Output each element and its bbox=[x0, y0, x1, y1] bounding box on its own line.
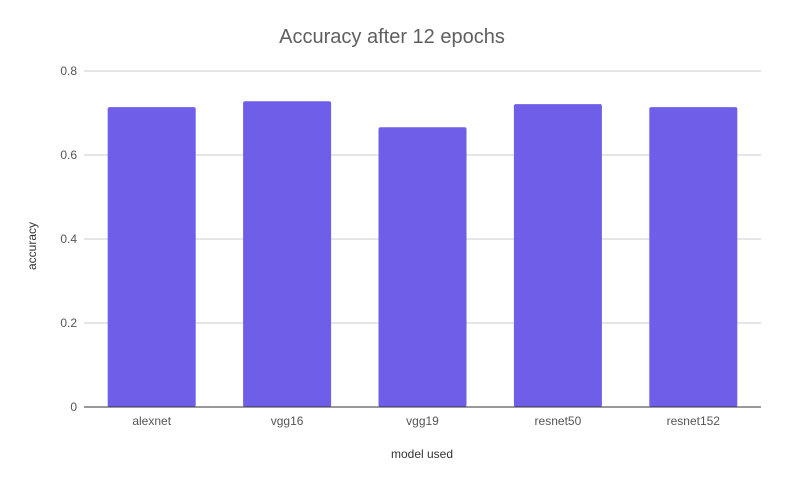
chart-title: Accuracy after 12 epochs bbox=[279, 26, 505, 48]
bar-resnet50 bbox=[513, 104, 602, 408]
x-axis-ticks: alexnet vgg16 vgg19 resnet50 resnet152 bbox=[132, 414, 720, 428]
y-tick-label: 0.6 bbox=[60, 148, 77, 162]
bar-resnet152 bbox=[649, 107, 738, 408]
y-axis-label: accuracy bbox=[25, 222, 39, 270]
bar-alexnet bbox=[107, 107, 196, 408]
x-tick-label: resnet152 bbox=[667, 414, 721, 428]
y-tick-label: 0.2 bbox=[60, 316, 77, 330]
bar-vgg16 bbox=[243, 101, 332, 408]
x-tick-label: vgg16 bbox=[271, 414, 304, 428]
y-axis-ticks: 0 0.2 0.4 0.6 0.8 bbox=[60, 64, 77, 414]
y-tick-label: 0.8 bbox=[60, 64, 77, 78]
y-tick-label: 0 bbox=[70, 400, 77, 414]
y-tick-label: 0.4 bbox=[60, 232, 77, 246]
x-axis-label: model used bbox=[391, 447, 453, 461]
x-tick-label: resnet50 bbox=[535, 414, 582, 428]
bars bbox=[107, 101, 738, 408]
bar-vgg19 bbox=[378, 127, 467, 407]
x-tick-label: alexnet bbox=[132, 414, 171, 428]
x-tick-label: vgg19 bbox=[406, 414, 439, 428]
